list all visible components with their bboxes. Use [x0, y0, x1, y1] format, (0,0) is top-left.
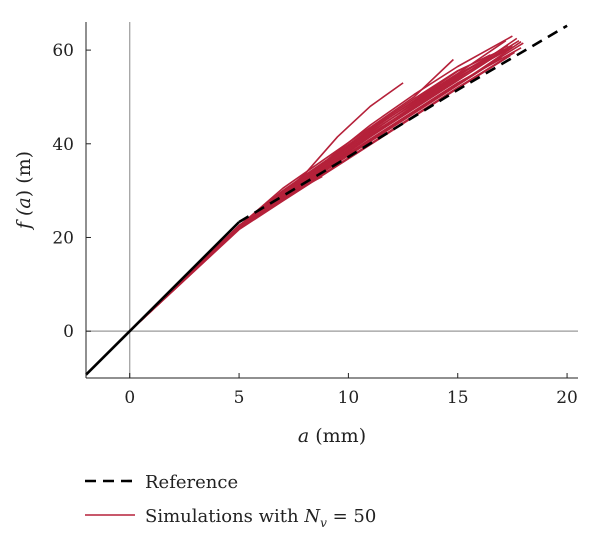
zero-lines — [86, 22, 578, 378]
y-tick-label: 20 — [52, 228, 74, 248]
x-tick-label: 0 — [124, 388, 135, 408]
simulation-series-line — [129, 51, 516, 332]
x-ticks: 0 5 10 15 20 — [124, 373, 578, 408]
axes: 0 5 10 15 20 0 20 40 60 — [52, 22, 578, 408]
reference-series-line — [238, 24, 568, 224]
simulation-series-line — [129, 51, 498, 332]
simulation-series-line — [129, 168, 327, 332]
simulation-series — [129, 35, 524, 332]
y-tick-label: 0 — [63, 322, 74, 342]
x-axis-label: a (mm) — [298, 425, 366, 447]
reference-solid-segment — [85, 221, 241, 376]
legend-simulation-label: Simulations with Nv = 50 — [145, 506, 376, 530]
x-tick-label: 15 — [447, 388, 469, 408]
y-axis-label: f (a) (m) — [13, 151, 35, 231]
legend: Reference Simulations with Nv = 50 — [85, 472, 376, 530]
simulation-series-line — [129, 46, 513, 332]
y-tick-label: 60 — [52, 41, 74, 61]
simulation-series-line — [129, 175, 323, 332]
plot-area — [85, 22, 578, 378]
legend-reference-label: Reference — [145, 472, 238, 493]
y-tick-label: 40 — [52, 135, 74, 155]
x-tick-label: 5 — [234, 388, 245, 408]
simulation-series-line — [129, 47, 522, 332]
simulation-series-line — [129, 55, 511, 332]
x-tick-label: 10 — [338, 388, 360, 408]
y-ticks: 0 20 40 60 — [52, 41, 91, 342]
x-tick-label: 20 — [556, 388, 578, 408]
simulation-series-line — [129, 44, 513, 332]
